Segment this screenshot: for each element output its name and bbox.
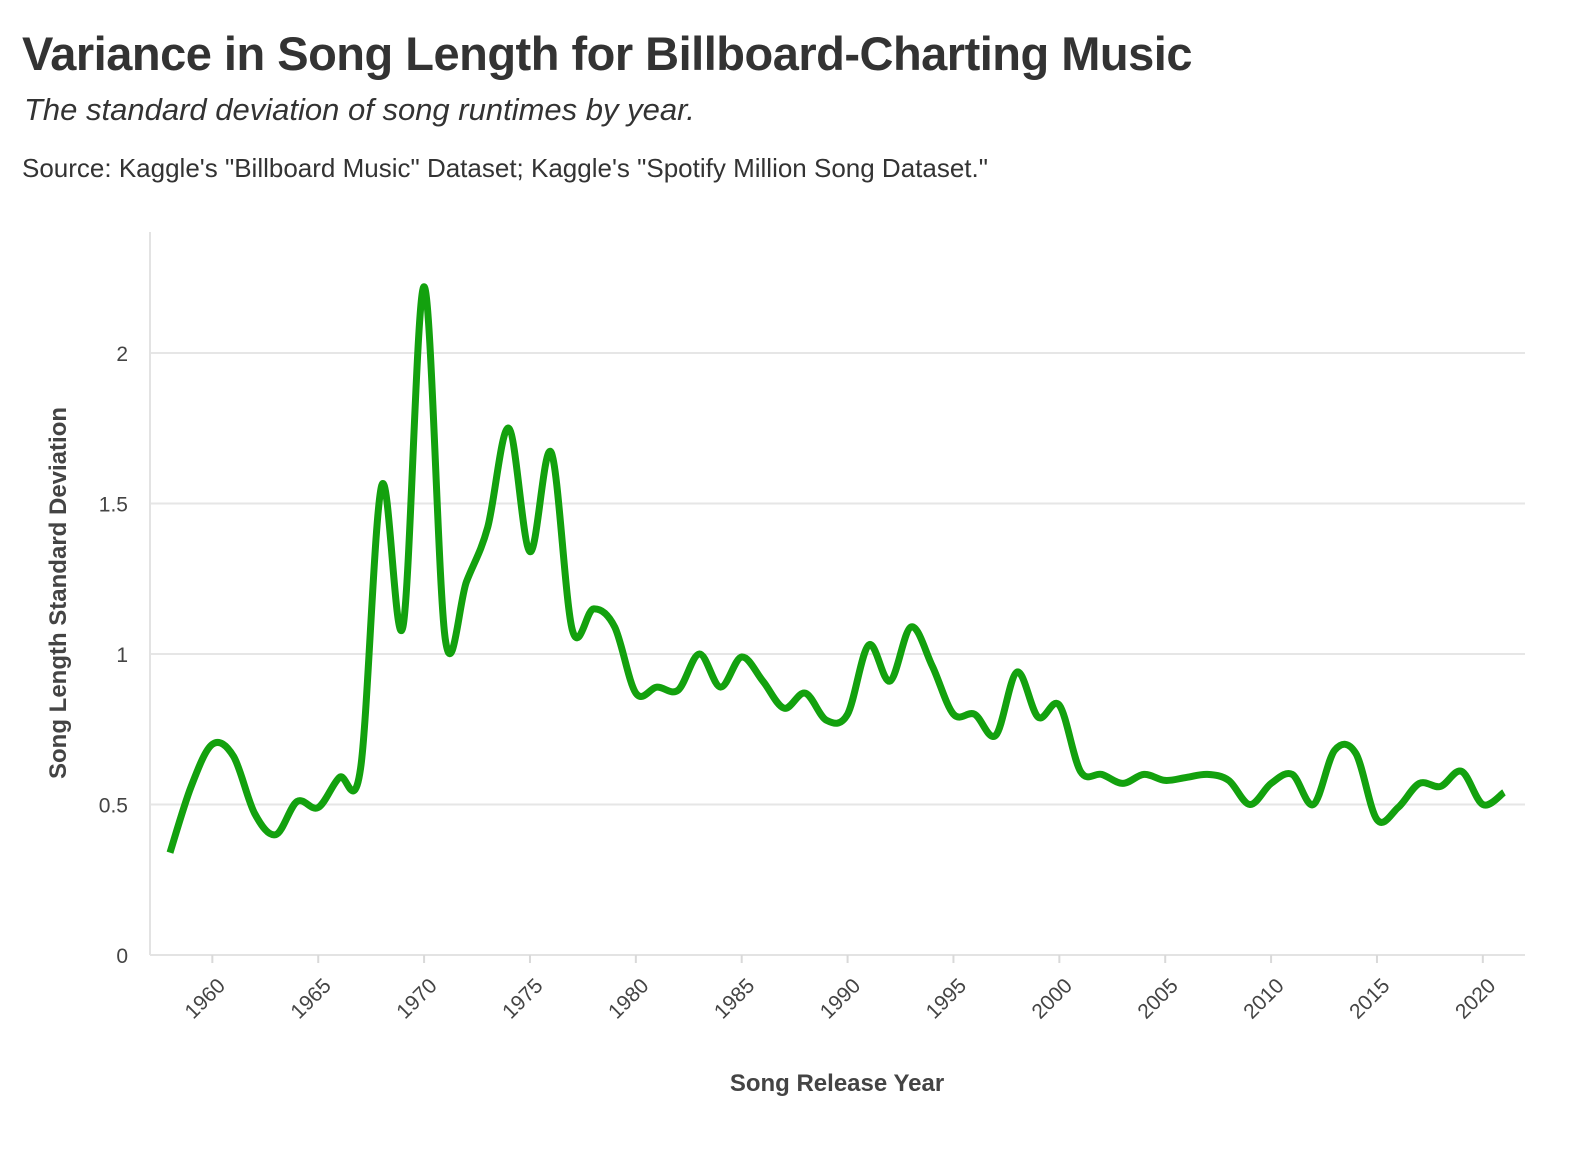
data-point [485, 525, 491, 531]
data-point [802, 690, 808, 696]
data-point [273, 832, 279, 838]
data-point [167, 850, 173, 856]
data-point [1014, 669, 1020, 675]
data-point [739, 654, 745, 660]
data-point [209, 741, 215, 747]
data-point [1353, 750, 1359, 756]
y-tick-label: 0.5 [99, 795, 128, 818]
data-point [1289, 771, 1295, 777]
x-axis-ticks: 1960 1965 1970 1975 1980 1985 1990 1995 2000 2005… [181, 955, 1500, 1024]
data-point [1437, 783, 1443, 789]
data-point [1310, 802, 1316, 808]
data-point [336, 774, 342, 780]
data-point [463, 579, 469, 585]
data-point [569, 627, 575, 633]
data-point [590, 606, 596, 612]
data-point [1226, 777, 1232, 783]
data-point [1099, 771, 1105, 777]
data-point [1078, 768, 1084, 774]
data-point [612, 624, 618, 630]
x-tick-label: 2005 [1133, 974, 1182, 1023]
x-tick-label: 1995 [922, 974, 971, 1023]
data-point [675, 687, 681, 693]
data-point [252, 811, 258, 817]
data-point [993, 732, 999, 738]
data-point [231, 753, 237, 759]
x-tick-label: 2020 [1451, 974, 1500, 1023]
data-point [1332, 747, 1338, 753]
data-point [1141, 771, 1147, 777]
data-point [781, 705, 787, 711]
chart-source: Source: Kaggle's "Billboard Music" Datas… [22, 153, 988, 183]
data-point [1162, 777, 1168, 783]
data-point [1035, 714, 1041, 720]
data-point [845, 711, 851, 717]
x-tick-label: 1980 [604, 974, 653, 1023]
data-point [1374, 817, 1380, 823]
data-point [358, 765, 364, 771]
chart-title: Variance in Song Length for Billboard-Ch… [22, 27, 1192, 80]
gridlines [150, 352, 1525, 806]
data-point [1395, 805, 1401, 811]
data-point [1056, 702, 1062, 708]
series-layer [166, 283, 1507, 854]
data-point [823, 717, 829, 723]
data-point [718, 684, 724, 690]
data-point [1183, 774, 1189, 780]
data-point [548, 449, 554, 455]
data-point [866, 642, 872, 648]
y-tick-label: 1.5 [99, 494, 128, 517]
data-point [696, 651, 702, 657]
data-point [506, 425, 512, 431]
data-point [1247, 802, 1253, 808]
data-point [1205, 771, 1211, 777]
axes [149, 232, 1525, 956]
data-point [654, 684, 660, 690]
data-points [167, 284, 1507, 856]
data-point [1120, 780, 1126, 786]
x-tick-label: 1985 [710, 974, 759, 1023]
y-tick-label: 2 [116, 343, 128, 366]
data-point [188, 783, 194, 789]
series-line [166, 283, 1507, 854]
data-point [1268, 780, 1274, 786]
x-tick-label: 1965 [286, 974, 335, 1023]
data-point [972, 711, 978, 717]
data-point [315, 805, 321, 811]
x-tick-label: 1960 [181, 974, 230, 1023]
data-point [760, 678, 766, 684]
x-tick-label: 1990 [816, 974, 865, 1023]
data-point [442, 636, 448, 642]
data-point [421, 284, 427, 290]
x-axis-title: Song Release Year [730, 1070, 944, 1097]
y-tick-label: 1 [116, 644, 128, 667]
data-point [527, 549, 533, 555]
data-point [400, 624, 406, 630]
data-point [294, 798, 300, 804]
data-point [950, 711, 956, 717]
data-point [1459, 768, 1465, 774]
x-tick-label: 2010 [1239, 974, 1288, 1023]
x-tick-label: 1975 [498, 974, 547, 1023]
data-point [1480, 802, 1486, 808]
x-tick-label: 1970 [392, 974, 441, 1023]
data-point [908, 624, 914, 630]
y-tick-label: 0 [116, 945, 128, 968]
data-point [887, 678, 893, 684]
x-tick-label: 2015 [1345, 974, 1394, 1023]
data-point [1416, 780, 1422, 786]
data-point [929, 663, 935, 669]
data-point [379, 482, 385, 488]
x-tick-label: 2000 [1028, 974, 1077, 1023]
chart-subtitle: The standard deviation of song runtimes … [24, 92, 695, 127]
data-point [633, 690, 639, 696]
y-axis-title: Song Length Standard Deviation [45, 407, 72, 779]
data-point [1501, 789, 1507, 795]
y-axis-ticks: 0 0.5 1 1.5 2 [99, 343, 128, 968]
